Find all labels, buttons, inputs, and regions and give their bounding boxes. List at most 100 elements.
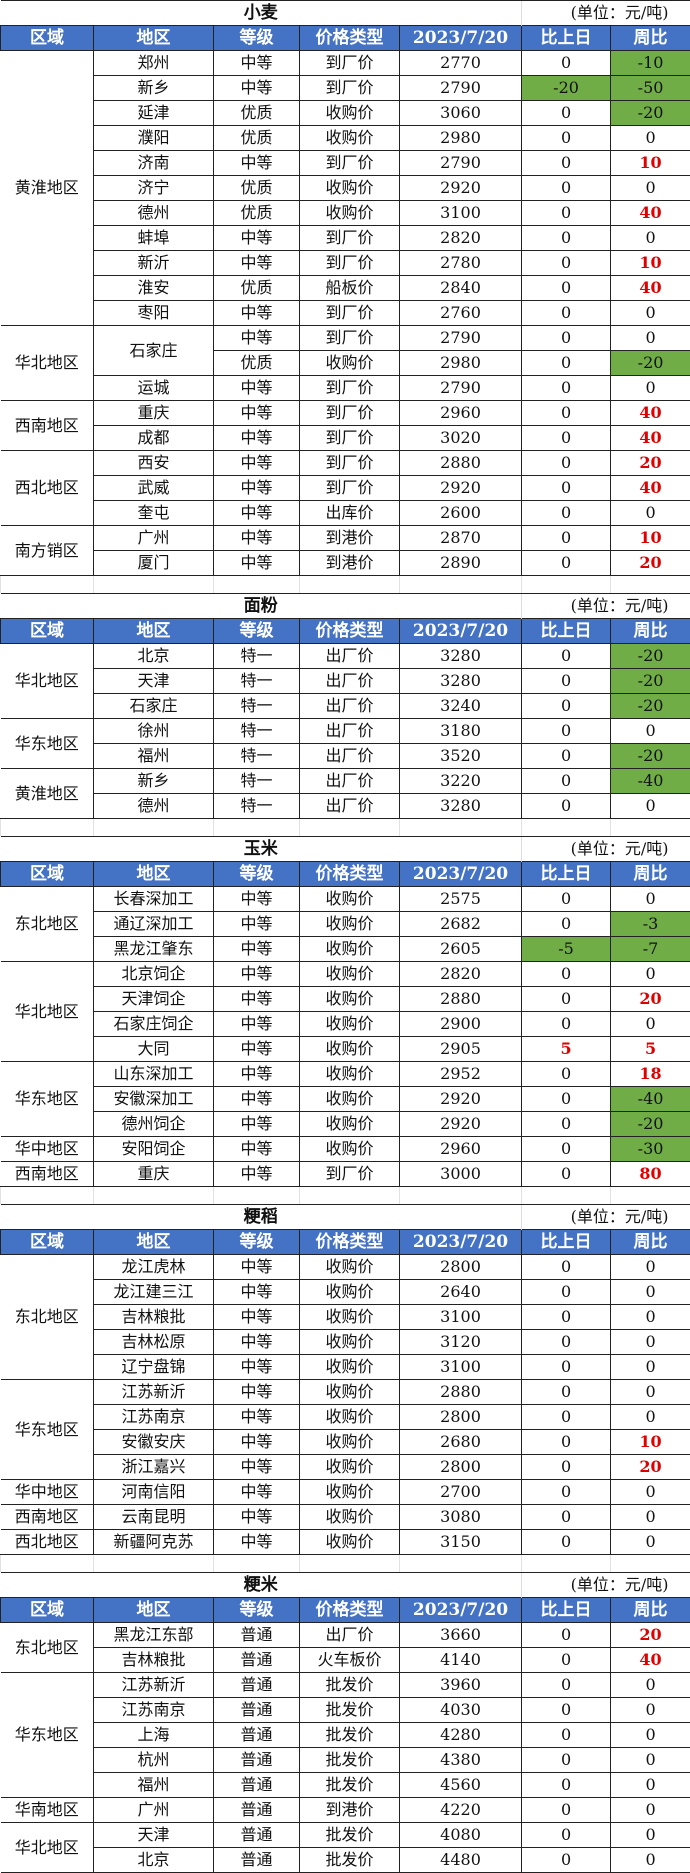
price-cell: 2800: [398, 1404, 523, 1430]
column-header: 地区: [93, 1597, 214, 1623]
week-change-cell: 0: [610, 1772, 690, 1798]
price-type-cell: 批发价: [299, 1847, 400, 1873]
day-change-cell: 0: [521, 175, 612, 201]
empty-cell: [299, 818, 400, 836]
price-type-cell: 收购价: [299, 1086, 400, 1112]
week-change-cell: -3: [610, 911, 690, 937]
table-row: 济南 中等 到厂价 2790 0 10: [1, 150, 690, 176]
empty-cell: [521, 575, 612, 593]
price-cell: 2890: [398, 550, 523, 576]
area-cell: 淮安: [93, 275, 214, 301]
area-cell: 长春深加工: [93, 886, 214, 912]
table-row: 西北地区 西安 中等 到厂价 2880 0 20: [0, 450, 690, 526]
table-row: 吉林松原 中等 收购价 3120 0 0: [1, 1329, 690, 1355]
region-cell: 华北地区: [0, 961, 94, 1062]
table-row: 安徽深加工 中等 收购价 2920 0 -40: [1, 1086, 690, 1112]
empty-cell: [610, 575, 690, 593]
week-change-cell: 40: [610, 275, 690, 301]
day-change-cell: 0: [521, 400, 612, 426]
day-change-cell: 0: [521, 225, 612, 251]
day-change-cell: 0: [521, 643, 612, 669]
grade-cell: 中等: [213, 525, 300, 551]
grade-cell: 优质: [213, 350, 300, 376]
price-cell: 4220: [398, 1797, 523, 1823]
day-change-cell: 0: [521, 525, 612, 551]
area-cell: 大同: [93, 1036, 214, 1062]
region-cell: 南方销区: [0, 525, 94, 576]
table-row: 西南地区 云南昆明 中等 收购价 3080 0 0: [0, 1504, 690, 1530]
area-cell: 辽宁盘锦: [93, 1354, 214, 1380]
table-row: 华南地区 广州 普通 到港价 4220 0 0: [0, 1797, 690, 1823]
day-change-cell: 0: [521, 550, 612, 576]
grade-cell: 中等: [213, 150, 300, 176]
price-type-cell: 收购价: [299, 1111, 400, 1137]
price-cell: 3100: [398, 1304, 523, 1330]
table-row: 奎屯 中等 出库价 2600 0 0: [1, 500, 690, 526]
table-row: 成都 中等 到厂价 3020 0 40: [1, 425, 690, 451]
header-row: 区域 地区 等级 价格类型 2023/7/20 比上日 周比: [0, 861, 690, 887]
grade-cell: 中等: [213, 450, 300, 476]
price-type-cell: 收购价: [299, 1061, 400, 1087]
area-cell: 北京: [93, 1847, 214, 1873]
grade-cell: 中等: [213, 1086, 300, 1112]
week-change-cell: -20: [610, 1111, 690, 1137]
week-change-cell: 20: [610, 1454, 690, 1480]
price-type-cell: 船板价: [299, 275, 400, 301]
price-cell: 4380: [398, 1747, 523, 1773]
price-type-cell: 收购价: [299, 1354, 400, 1380]
week-change-cell: 0: [610, 718, 690, 744]
price-type-cell: 收购价: [299, 1036, 400, 1062]
column-header: 地区: [93, 25, 214, 51]
price-type-cell: 到厂价: [299, 450, 400, 476]
day-change-cell: 0: [521, 275, 612, 301]
table-title: 粳米: [0, 1572, 522, 1598]
area-cell: 徐州: [93, 718, 214, 744]
price-type-cell: 收购价: [299, 961, 400, 987]
area-cell: 福州: [93, 743, 214, 769]
price-type-cell: 收购价: [299, 1504, 400, 1530]
grade-cell: 普通: [213, 1622, 300, 1648]
week-change-cell: 0: [610, 375, 690, 401]
price-type-cell: 收购价: [299, 350, 400, 376]
grade-cell: 中等: [213, 225, 300, 251]
day-change-cell: 5: [521, 1036, 612, 1062]
week-change-cell: 40: [610, 475, 690, 501]
day-change-cell: 0: [521, 1136, 612, 1162]
day-change-cell: 0: [521, 150, 612, 176]
price-type-cell: 收购价: [299, 125, 400, 151]
region-cell: 华北地区: [0, 325, 94, 401]
grade-cell: 中等: [213, 1429, 300, 1455]
price-cell: 2600: [398, 500, 523, 526]
region-cell: 西南地区: [0, 1161, 94, 1187]
grade-cell: 普通: [213, 1747, 300, 1773]
unit-label: (单位：元/吨): [521, 1572, 690, 1598]
table-row: 江苏南京 中等 收购价 2800 0 0: [1, 1404, 690, 1430]
area-cell: 广州: [93, 525, 214, 551]
price-cell: 2605: [398, 936, 523, 962]
grade-cell: 中等: [213, 1136, 300, 1162]
grade-cell: 中等: [213, 1036, 300, 1062]
day-change-cell: 0: [521, 1354, 612, 1380]
day-change-cell: 0: [521, 1329, 612, 1355]
day-change-cell: 0: [521, 1161, 612, 1187]
column-header: 周比: [610, 1597, 690, 1623]
column-header: 等级: [213, 1229, 300, 1255]
grade-cell: 普通: [213, 1797, 300, 1823]
week-change-cell: 0: [610, 225, 690, 251]
area-cell: 新乡: [93, 75, 214, 101]
column-header: 2023/7/20: [398, 25, 523, 51]
column-header: 价格类型: [299, 1597, 400, 1623]
header-row: 区域 地区 等级 价格类型 2023/7/20 比上日 周比: [0, 25, 690, 51]
column-header: 等级: [213, 861, 300, 887]
table-title-row: 面粉 (单位：元/吨): [0, 593, 690, 619]
table-title: 小麦: [0, 0, 522, 26]
price-cell: 3080: [398, 1504, 523, 1530]
week-change-cell: 0: [610, 1379, 690, 1405]
table-title-row: 小麦 (单位：元/吨): [0, 0, 690, 26]
price-cell: 3280: [398, 643, 523, 669]
area-cell: 通辽深加工: [93, 911, 214, 937]
table-row: 德州饲企 中等 收购价 2920 0 -20: [1, 1111, 690, 1137]
price-cell: 2790: [398, 325, 523, 351]
grade-cell: 普通: [213, 1847, 300, 1873]
price-cell: 2680: [398, 1429, 523, 1455]
